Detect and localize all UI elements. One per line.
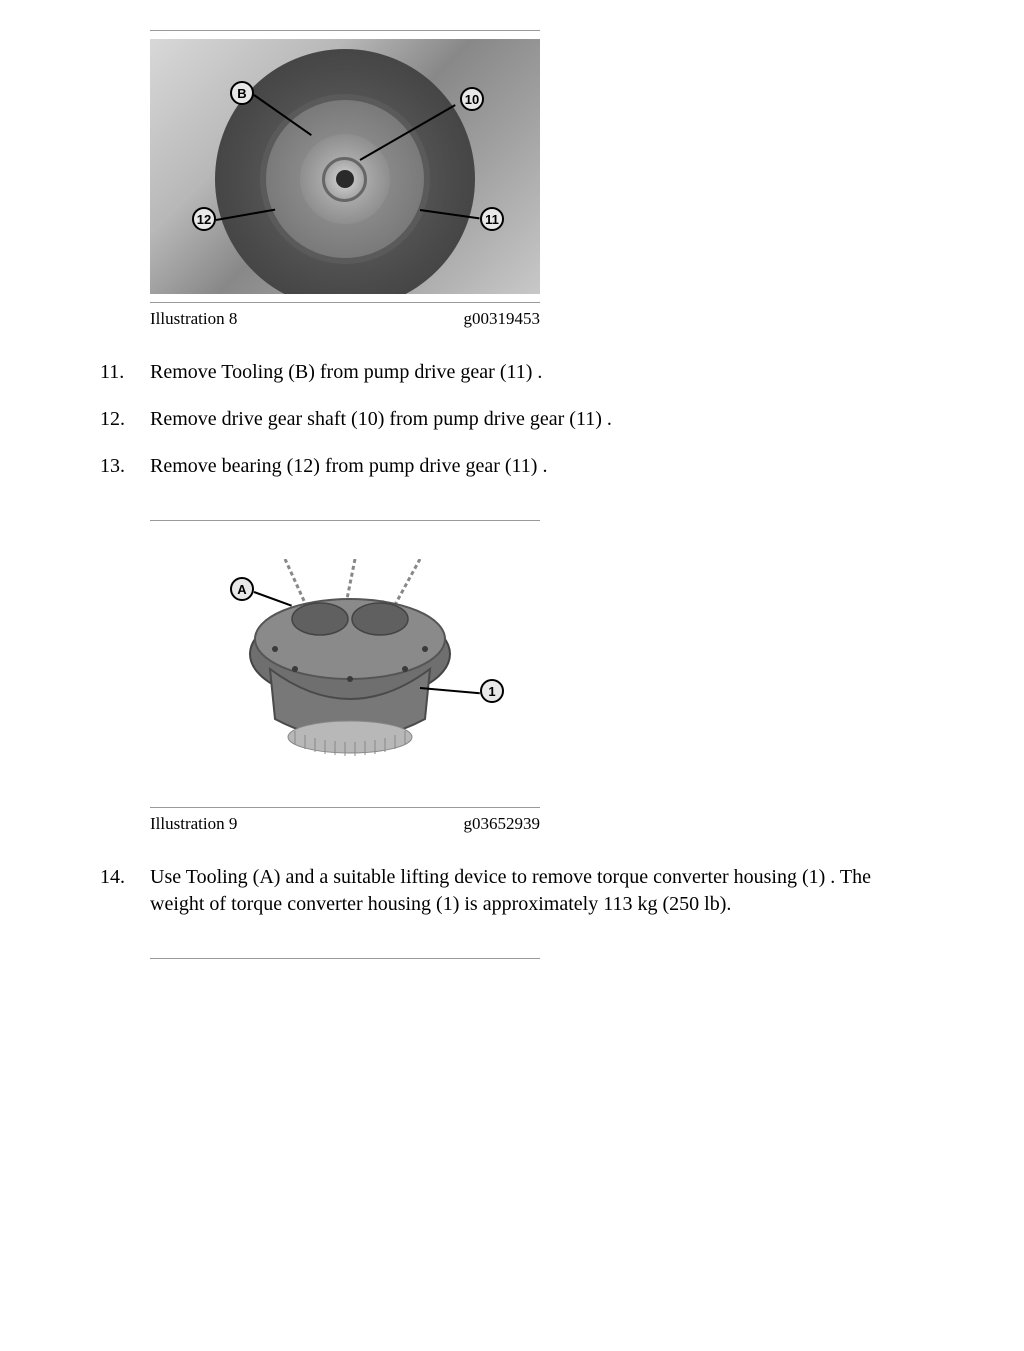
figure-8-block: B 10 11 12 Illustration 8 g00319453	[150, 30, 924, 329]
step-list-b: Use Tooling (A) and a suitable lifting d…	[100, 864, 924, 918]
figure-8-photo: B 10 11 12	[150, 39, 540, 294]
step-11: Remove Tooling (B) from pump drive gear …	[100, 359, 924, 386]
figure-10-top-rule	[150, 958, 540, 959]
illustration-8-label: Illustration 8	[150, 309, 237, 329]
callout-12: 12	[192, 207, 216, 231]
figure-9-image-frame: A 1	[150, 520, 540, 808]
callout-a: A	[230, 577, 254, 601]
figure-9-render: A 1	[150, 529, 540, 799]
step-13: Remove bearing (12) from pump drive gear…	[100, 453, 924, 480]
figure-9-caption: Illustration 9 g03652939	[150, 814, 540, 834]
illustration-9-code: g03652939	[464, 814, 541, 834]
illustration-8-code: g00319453	[464, 309, 541, 329]
render-svg	[225, 559, 465, 769]
hub-hole	[336, 170, 354, 188]
step-list-a: Remove Tooling (B) from pump drive gear …	[100, 359, 924, 480]
callout-10: 10	[460, 87, 484, 111]
step-14: Use Tooling (A) and a suitable lifting d…	[100, 864, 924, 918]
callout-11: 11	[480, 207, 504, 231]
figure-8-caption: Illustration 8 g00319453	[150, 309, 540, 329]
figure-8-image-frame: B 10 11 12	[150, 30, 540, 303]
callout-1: 1	[480, 679, 504, 703]
illustration-9-label: Illustration 9	[150, 814, 237, 834]
callout-b: B	[230, 81, 254, 105]
render-shape: A 1	[225, 559, 465, 769]
step-12: Remove drive gear shaft (10) from pump d…	[100, 406, 924, 433]
figure-9-block: A 1 Illustration 9 g03652939	[150, 520, 924, 834]
